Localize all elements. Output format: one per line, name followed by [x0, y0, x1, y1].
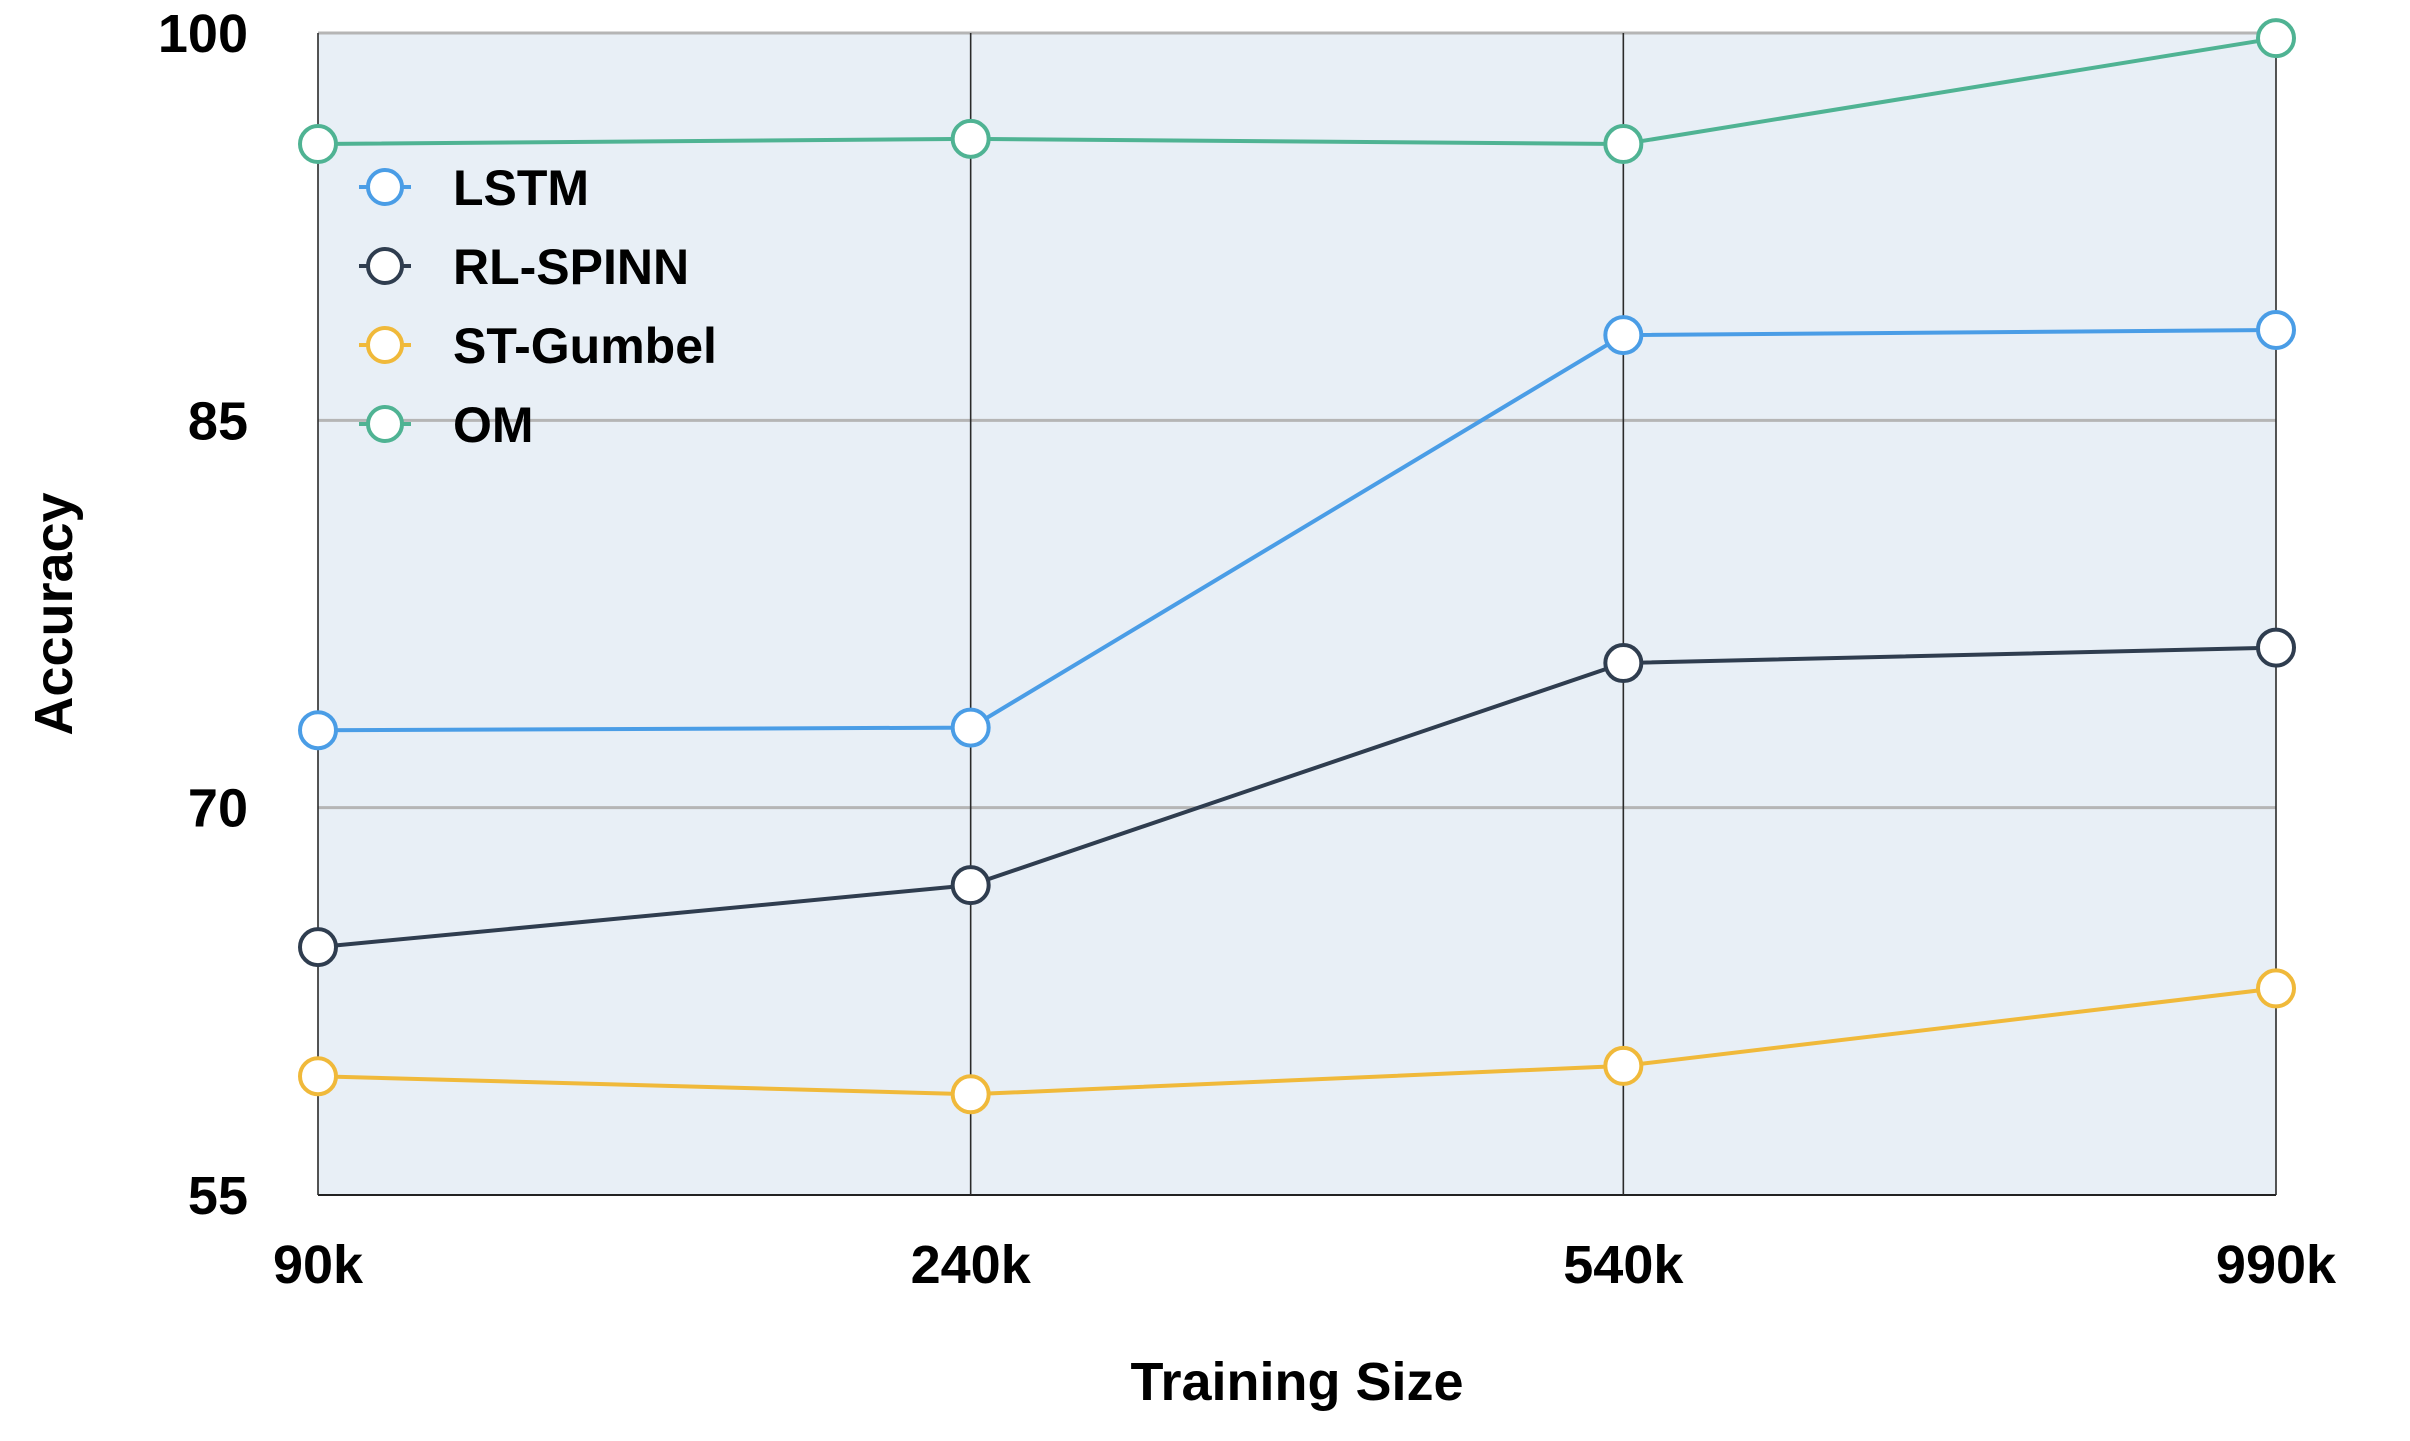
data-point-lstm-540k: [1603, 315, 1644, 356]
x-axis-label: Training Size: [1130, 1352, 1463, 1412]
y-axis-ticks: 55 70 85 100: [158, 4, 248, 1226]
data-point-lstm-240k: [950, 707, 991, 748]
series-line-rl-spinn: [317, 645, 2277, 950]
data-point-st-gumbel-990k: [2256, 968, 2296, 1009]
data-point-om-240k: [950, 118, 991, 159]
grid-lines: [317, 31, 2277, 1196]
x-tick-label: 240k: [911, 1235, 1032, 1295]
data-point-rl-spinn-90k: [298, 927, 338, 968]
legend-marker-om: [366, 405, 404, 443]
x-tick-label: 990k: [2216, 1235, 2337, 1295]
legend: LSTM RL-SPINN ST-Gumbel OM: [359, 160, 717, 453]
legend-label-lstm: LSTM: [453, 160, 589, 216]
series-lines: [298, 18, 2296, 1115]
plot-area: [318, 33, 2276, 1195]
data-point-rl-spinn-540k: [1603, 643, 1644, 684]
data-point-lstm-990k: [2256, 309, 2296, 350]
data-point-st-gumbel-240k: [950, 1074, 991, 1115]
y-tick-label: 70: [188, 779, 248, 839]
legend-label-om: OM: [453, 397, 534, 453]
series-line-lstm: [317, 327, 2277, 733]
data-point-lstm-90k: [298, 710, 338, 751]
data-point-om-990k: [2256, 18, 2296, 59]
legend-label-st-gumbel: ST-Gumbel: [453, 318, 717, 374]
x-axis-ticks: 90k 240k 540k 990k: [273, 1235, 2337, 1295]
data-point-rl-spinn-240k: [950, 865, 991, 906]
series-line-om: [317, 36, 2277, 147]
data-point-rl-spinn-990k: [2256, 627, 2296, 668]
data-point-om-540k: [1603, 124, 1644, 165]
y-tick-label: 85: [188, 391, 248, 451]
x-tick-label: 540k: [1563, 1235, 1684, 1295]
series-line-st-gumbel: [317, 986, 2277, 1097]
x-tick-label: 90k: [273, 1235, 364, 1295]
data-point-om-90k: [298, 124, 338, 165]
legend-label-rl-spinn: RL-SPINN: [453, 239, 689, 295]
y-tick-label: 100: [158, 4, 248, 64]
legend-marker-rl-spinn: [366, 247, 404, 285]
legend-marker-lstm: [366, 168, 404, 206]
y-axis-label: Accuracy: [24, 492, 84, 735]
legend-marker-st-gumbel: [366, 326, 404, 364]
data-point-st-gumbel-540k: [1603, 1045, 1644, 1086]
y-tick-label: 55: [188, 1166, 248, 1226]
data-point-st-gumbel-90k: [298, 1056, 338, 1097]
